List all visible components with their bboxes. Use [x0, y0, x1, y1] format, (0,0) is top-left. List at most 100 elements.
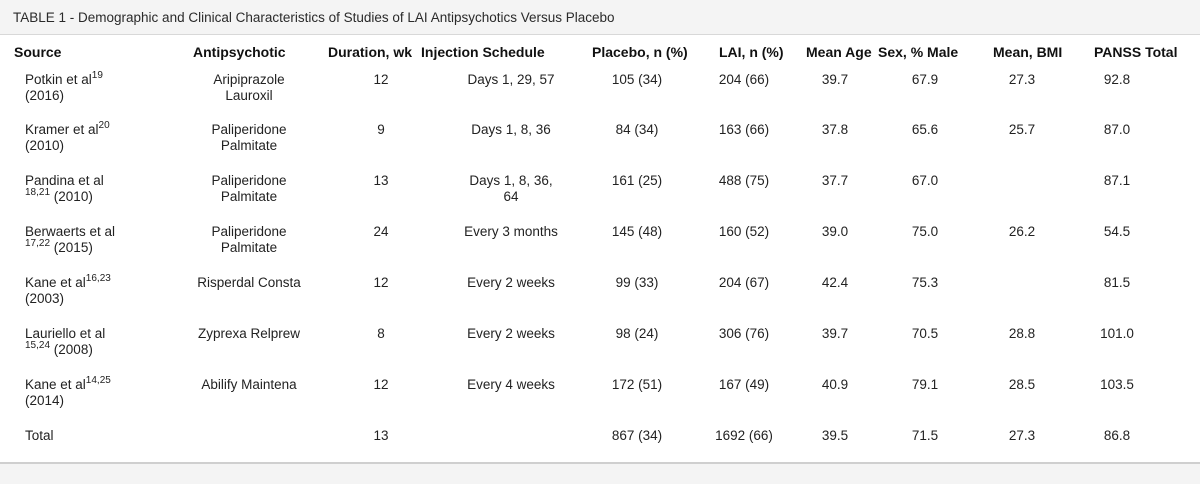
antipsychotic-name: Abilify Maintena [201, 377, 297, 392]
panss-cell: 54.5 [1103, 224, 1131, 239]
placebo-cell: 84 (34) [615, 122, 659, 137]
source-year: (2008) [53, 342, 93, 357]
sex-cell: 65.6 [911, 122, 939, 137]
bmi-cell: 26.2 [1008, 224, 1036, 239]
source-year: (2010) [53, 189, 93, 204]
lai-cell: 204 (67) [718, 275, 770, 290]
source-year: (2016) [25, 88, 65, 103]
placebo-cell: 98 (24) [615, 326, 659, 341]
source-year: (2003) [25, 291, 65, 306]
schedule-cell: Days 1, 8, 36 [471, 122, 551, 138]
source-author: Potkin et al [25, 72, 92, 87]
bmi-cell: 28.8 [1008, 326, 1036, 341]
table-caption: TABLE 1 - Demographic and Clinical Chara… [13, 10, 615, 25]
antipsychotic-name: Paliperidone [211, 173, 287, 188]
age-cell: 37.8 [821, 122, 849, 137]
total-bmi: 27.3 [1008, 428, 1036, 443]
sex-cell: 79.1 [911, 377, 939, 392]
schedule-text-cont: 64 [503, 189, 519, 204]
source-reference: 15,24 [25, 339, 51, 351]
antipsychotic-name: Risperdal Consta [197, 275, 301, 290]
age-cell: 40.9 [821, 377, 849, 392]
antipsychotic-cell: Paliperidone Palmitate [211, 122, 286, 154]
schedule-cell: Days 1, 29, 57 [467, 72, 554, 88]
bmi-cell: 25.7 [1008, 122, 1036, 137]
source-author: Pandina et al [25, 173, 104, 188]
lai-cell: 163 (66) [718, 122, 770, 137]
antipsychotic-formulation: Palmitate [220, 189, 278, 204]
duration-cell: 12 [373, 377, 389, 392]
panss-cell: 81.5 [1103, 275, 1131, 290]
sex-cell: 70.5 [911, 326, 939, 341]
caption-bar: TABLE 1 - Demographic and Clinical Chara… [0, 0, 1200, 35]
header-panss: PANSS Total [1094, 44, 1178, 60]
bmi-cell: 27.3 [1008, 72, 1036, 87]
age-cell: 42.4 [821, 275, 849, 290]
source-reference: 18,21 [25, 186, 51, 198]
sex-cell: 75.3 [911, 275, 939, 290]
antipsychotic-cell: Aripiprazole Lauroxil [213, 72, 284, 104]
total-lai: 1692 (66) [715, 428, 773, 443]
schedule-cell: Days 1, 8, 36, 64 [469, 173, 552, 205]
source-author: Kane et al [25, 377, 86, 392]
source-cell: Kramer et al20 (2010) [25, 119, 110, 154]
placebo-cell: 105 (34) [611, 72, 663, 87]
panss-cell: 87.0 [1103, 122, 1131, 137]
source-cell: Kane et al14,25 (2014) [25, 374, 111, 409]
schedule-cell: Every 3 months [464, 224, 558, 240]
age-cell: 39.7 [821, 326, 849, 341]
age-cell: 39.0 [821, 224, 849, 239]
lai-cell: 204 (66) [718, 72, 770, 87]
header-placebo: Placebo, n (%) [592, 44, 688, 60]
total-panss: 86.8 [1103, 428, 1131, 443]
antipsychotic-formulation: Palmitate [220, 138, 278, 153]
source-cell: Kane et al16,23 (2003) [25, 272, 111, 307]
lai-cell: 488 (75) [718, 173, 770, 188]
header-schedule: Injection Schedule [421, 44, 545, 60]
antipsychotic-formulation: Palmitate [220, 240, 278, 255]
source-cell: Berwaerts et al 17,22 (2015) [25, 224, 115, 256]
antipsychotic-cell: Risperdal Consta [197, 275, 301, 291]
antipsychotic-name: Paliperidone [211, 122, 287, 137]
header-age: Mean Age [806, 44, 872, 60]
source-year: (2014) [25, 393, 65, 408]
schedule-cell: Every 4 weeks [467, 377, 555, 393]
lai-cell: 167 (49) [718, 377, 770, 392]
schedule-text: Every 4 weeks [467, 377, 555, 392]
header-antipsychotic: Antipsychotic [193, 44, 286, 60]
source-year: (2010) [25, 138, 65, 153]
schedule-text: Every 2 weeks [467, 275, 555, 290]
source-author: Kramer et al [25, 122, 99, 137]
antipsychotic-cell: Paliperidone Palmitate [211, 224, 286, 256]
total-placebo: 867 (34) [611, 428, 663, 443]
schedule-text: Days 1, 29, 57 [467, 72, 555, 87]
age-cell: 39.7 [821, 72, 849, 87]
duration-cell: 8 [377, 326, 385, 341]
antipsychotic-cell: Paliperidone Palmitate [211, 173, 286, 205]
antipsychotic-name: Paliperidone [211, 224, 287, 239]
source-reference: 17,22 [25, 237, 51, 249]
source-reference: 14,25 [85, 374, 111, 386]
source-author: Kane et al [25, 275, 86, 290]
panss-cell: 101.0 [1100, 326, 1134, 341]
lai-cell: 306 (76) [718, 326, 770, 341]
source-reference: 19 [91, 69, 103, 81]
header-source: Source [14, 44, 62, 60]
total-label: Total [25, 428, 54, 443]
source-reference: 20 [98, 119, 110, 131]
duration-cell: 12 [373, 72, 389, 87]
duration-cell: 13 [373, 173, 389, 188]
schedule-text: Every 3 months [464, 224, 558, 239]
bmi-cell: 28.5 [1008, 377, 1036, 392]
total-sex: 71.5 [911, 428, 939, 443]
header-duration: Duration, wk [328, 44, 413, 60]
source-author: Berwaerts et al [25, 224, 116, 239]
footer-bar [0, 462, 1200, 484]
schedule-cell: Every 2 weeks [467, 326, 555, 342]
panss-cell: 92.8 [1103, 72, 1131, 87]
source-reference: 16,23 [85, 272, 111, 284]
source-year: (2015) [53, 240, 93, 255]
source-cell: Potkin et al19 (2016) [25, 69, 103, 104]
placebo-cell: 172 (51) [611, 377, 663, 392]
source-author: Lauriello et al [25, 326, 106, 341]
